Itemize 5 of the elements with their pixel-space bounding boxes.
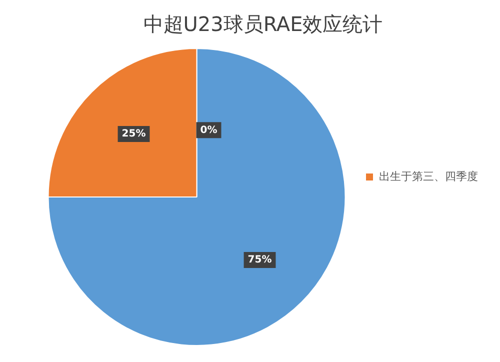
data-label: 75%: [248, 254, 272, 266]
chart-title: 中超U23球员RAE效应统计: [143, 12, 383, 36]
legend-label: 出生于第三、四季度: [379, 170, 478, 183]
text: 0%: [200, 124, 218, 136]
data-label: 25%: [122, 128, 146, 140]
